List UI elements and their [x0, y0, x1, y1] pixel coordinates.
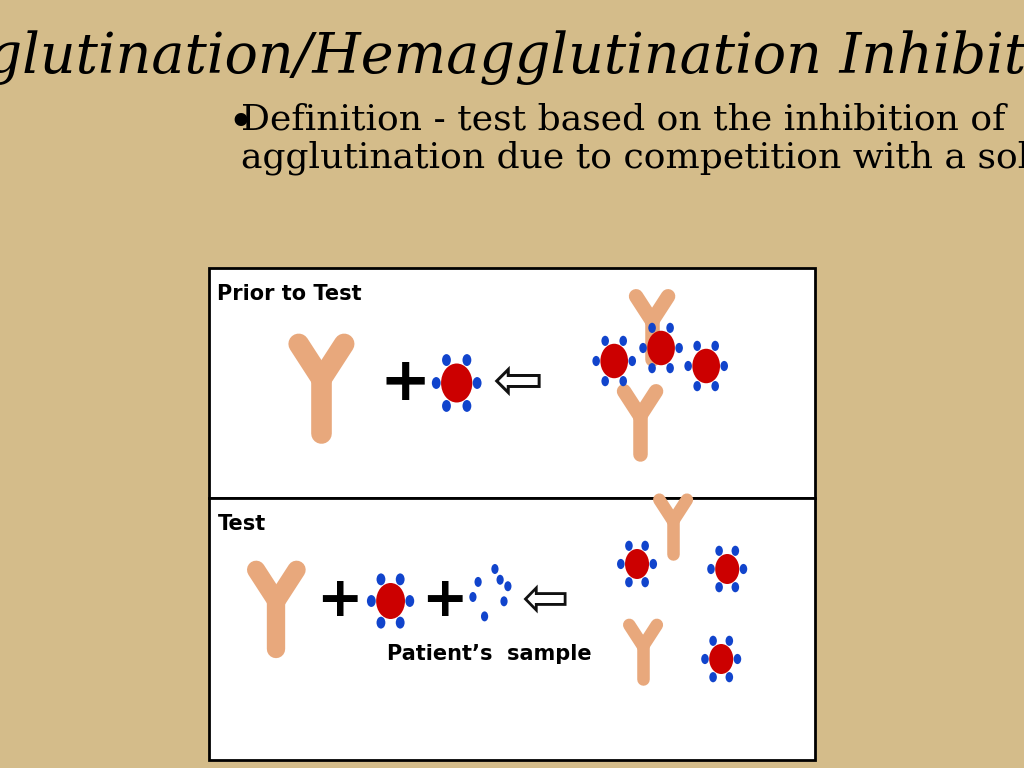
Ellipse shape	[497, 574, 504, 584]
Ellipse shape	[600, 344, 628, 379]
Ellipse shape	[712, 341, 719, 351]
Ellipse shape	[701, 654, 709, 664]
Ellipse shape	[625, 549, 649, 579]
Ellipse shape	[693, 381, 701, 391]
Ellipse shape	[721, 361, 728, 371]
Bar	[209, 498, 815, 760]
Ellipse shape	[625, 541, 633, 551]
Ellipse shape	[625, 577, 633, 588]
Ellipse shape	[739, 564, 748, 574]
Ellipse shape	[710, 672, 717, 682]
Ellipse shape	[441, 363, 472, 402]
Ellipse shape	[473, 377, 481, 389]
Ellipse shape	[376, 583, 404, 619]
Ellipse shape	[463, 354, 471, 366]
Ellipse shape	[667, 363, 674, 373]
Ellipse shape	[639, 343, 647, 353]
Ellipse shape	[469, 592, 476, 602]
Ellipse shape	[648, 363, 655, 373]
Ellipse shape	[733, 654, 741, 664]
Ellipse shape	[692, 349, 720, 383]
Ellipse shape	[641, 577, 649, 588]
Text: Patient’s  sample: Patient’s sample	[387, 644, 592, 664]
Ellipse shape	[710, 644, 733, 674]
Ellipse shape	[463, 400, 471, 412]
Ellipse shape	[693, 341, 701, 351]
Ellipse shape	[710, 636, 717, 646]
Ellipse shape	[629, 356, 636, 366]
Ellipse shape	[395, 617, 404, 628]
Ellipse shape	[601, 376, 609, 386]
Ellipse shape	[406, 595, 415, 607]
Text: Prior to Test: Prior to Test	[217, 284, 362, 304]
Text: +: +	[380, 353, 431, 412]
Ellipse shape	[377, 617, 385, 628]
Ellipse shape	[395, 574, 404, 585]
Ellipse shape	[667, 323, 674, 333]
Ellipse shape	[731, 582, 739, 592]
Ellipse shape	[481, 611, 488, 621]
Text: Agglutination/Hemagglutination Inhibition: Agglutination/Hemagglutination Inhibitio…	[0, 31, 1024, 85]
Ellipse shape	[726, 636, 733, 646]
Text: agglutination due to competition with a soluble Ag: agglutination due to competition with a …	[242, 141, 1024, 175]
Ellipse shape	[715, 554, 739, 584]
Text: +: +	[316, 574, 362, 628]
Ellipse shape	[601, 336, 609, 346]
Ellipse shape	[377, 574, 385, 585]
Ellipse shape	[367, 595, 376, 607]
Ellipse shape	[726, 672, 733, 682]
Ellipse shape	[676, 343, 683, 353]
Ellipse shape	[708, 564, 715, 574]
Ellipse shape	[647, 331, 675, 366]
Text: ⇦: ⇦	[493, 353, 544, 412]
Ellipse shape	[617, 559, 625, 569]
Text: +: +	[422, 574, 468, 628]
Ellipse shape	[648, 323, 655, 333]
Ellipse shape	[731, 546, 739, 556]
Ellipse shape	[641, 541, 649, 551]
Ellipse shape	[474, 577, 481, 587]
Text: •: •	[227, 101, 253, 144]
Ellipse shape	[592, 356, 600, 366]
Ellipse shape	[649, 559, 657, 569]
Ellipse shape	[620, 336, 627, 346]
Text: Definition - test based on the inhibition of: Definition - test based on the inhibitio…	[242, 103, 1006, 137]
Ellipse shape	[432, 377, 440, 389]
Ellipse shape	[684, 361, 692, 371]
Ellipse shape	[504, 581, 512, 591]
Bar	[209, 268, 815, 498]
Ellipse shape	[442, 400, 451, 412]
Ellipse shape	[716, 546, 723, 556]
Ellipse shape	[620, 376, 627, 386]
Text: ⇦: ⇦	[521, 574, 569, 628]
Ellipse shape	[501, 596, 508, 606]
Ellipse shape	[442, 354, 451, 366]
Ellipse shape	[712, 381, 719, 391]
Text: Test: Test	[217, 514, 265, 534]
Ellipse shape	[716, 582, 723, 592]
Ellipse shape	[492, 564, 499, 574]
